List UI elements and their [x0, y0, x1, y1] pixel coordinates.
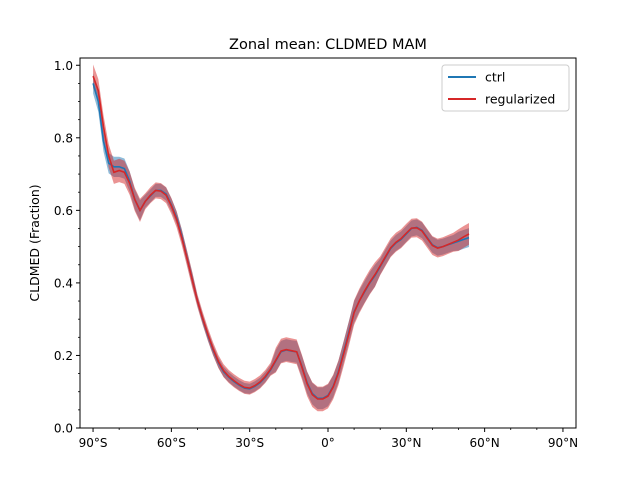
x-tick-label: 90°N — [548, 436, 578, 450]
y-tick-label: 1.0 — [54, 59, 73, 73]
series-line-regularized — [92, 75, 470, 400]
chart-title: Zonal mean: CLDMED MAM — [229, 37, 427, 53]
y-axis-label: CLDMED (Fraction) — [27, 184, 42, 301]
x-tick-label: 60°S — [157, 436, 186, 450]
y-axis: 0.0 0.2 0.4 0.6 0.8 1.0 — [54, 59, 80, 436]
y-tick-label: 0.2 — [54, 349, 73, 363]
x-axis: 90°S 60°S 30°S 0° 30°N 60°N 90°N — [79, 428, 578, 450]
y-tick-label: 0.0 — [54, 422, 73, 436]
legend: ctrl regularized — [441, 64, 570, 112]
x-tick-label: 0° — [321, 436, 335, 450]
y-tick-label: 0.8 — [54, 131, 73, 145]
band-regularized — [93, 64, 469, 412]
confidence-bands — [93, 64, 469, 412]
series-lines — [92, 75, 470, 400]
legend-label-ctrl: ctrl — [485, 70, 505, 85]
x-tick-label: 30°S — [235, 436, 264, 450]
x-tick-label: 30°N — [391, 436, 421, 450]
y-tick-label: 0.6 — [54, 204, 73, 218]
legend-label-regularized: regularized — [485, 92, 555, 107]
y-tick-label: 0.4 — [54, 276, 73, 290]
x-tick-label: 90°S — [79, 436, 108, 450]
x-tick-label: 60°N — [470, 436, 500, 450]
